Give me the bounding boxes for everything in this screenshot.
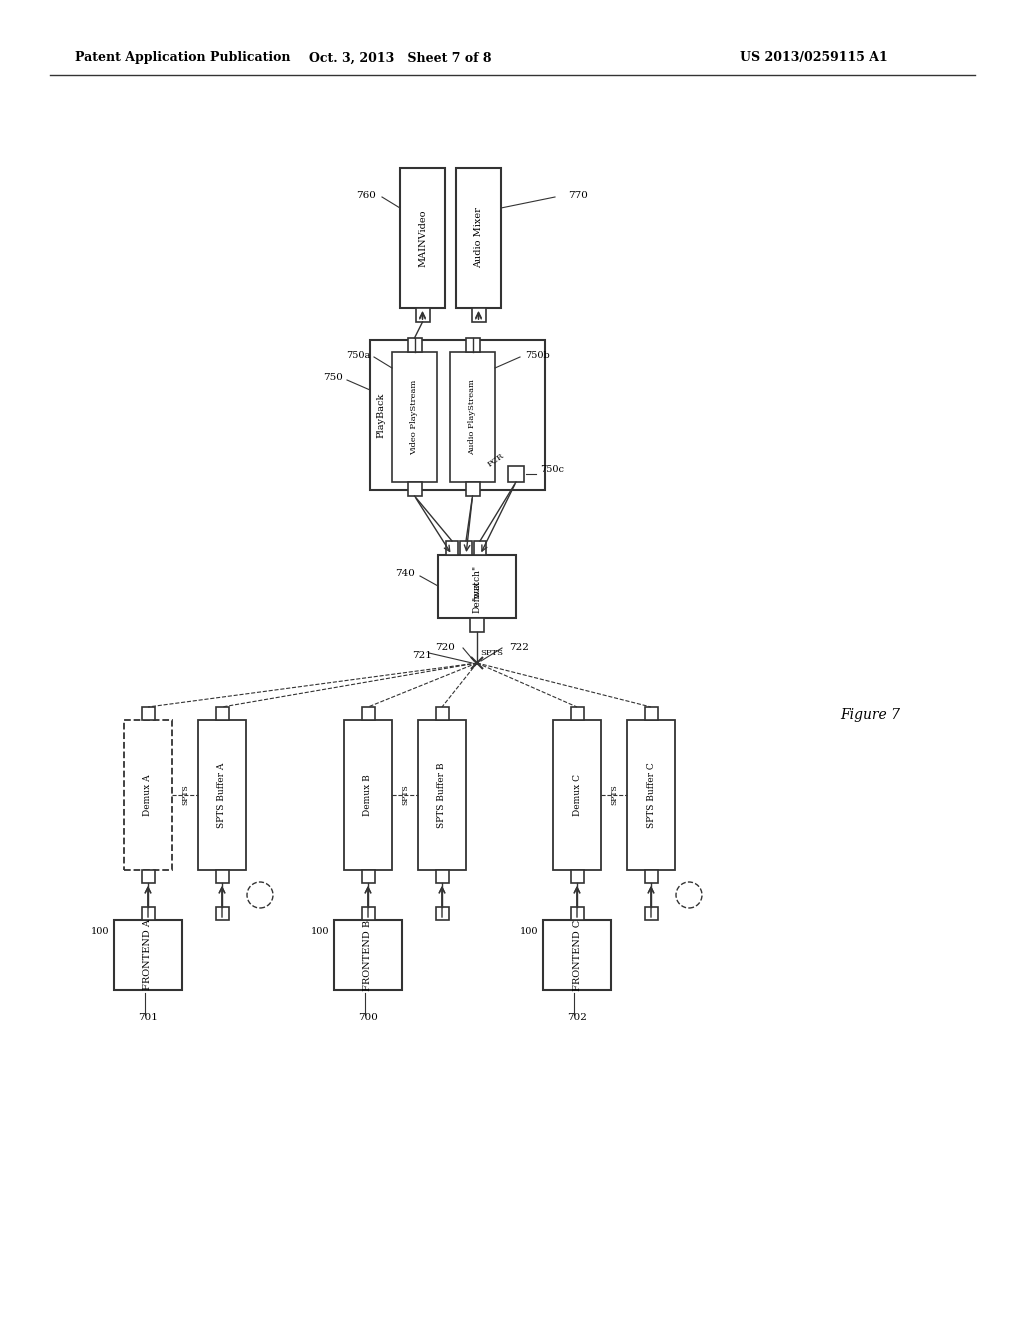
Text: SPTS: SPTS [181, 784, 189, 805]
Bar [570, 870, 584, 883]
Text: Demux A: Demux A [143, 775, 153, 816]
Text: SPTS Buffer B: SPTS Buffer B [437, 762, 446, 828]
Text: "watch": "watch" [472, 565, 481, 601]
Text: Patent Application Publication: Patent Application Publication [75, 51, 291, 65]
Text: Demux C: Demux C [572, 774, 582, 816]
Bar [543, 920, 611, 990]
Bar [644, 708, 657, 719]
Text: PlayBack: PlayBack [377, 392, 385, 438]
Bar [508, 466, 524, 482]
Bar [460, 541, 472, 554]
Text: Audio Mixer: Audio Mixer [474, 207, 483, 268]
Text: 760: 760 [356, 190, 376, 199]
Bar [553, 719, 601, 870]
Text: SPTS: SPTS [480, 649, 503, 657]
Bar [408, 482, 422, 496]
Bar [408, 338, 422, 352]
Text: 100: 100 [310, 928, 329, 936]
Bar [198, 719, 246, 870]
Text: SPTS: SPTS [610, 784, 618, 805]
Bar [644, 907, 657, 920]
Text: SPTS Buffer C: SPTS Buffer C [646, 762, 655, 828]
Bar [418, 719, 466, 870]
Bar [141, 907, 155, 920]
Bar [466, 338, 479, 352]
Bar [141, 708, 155, 719]
Text: US 2013/0259115 A1: US 2013/0259115 A1 [740, 51, 888, 65]
Bar [215, 907, 228, 920]
Text: Video PlayStream: Video PlayStream [411, 379, 419, 454]
Text: Audio PlayStream: Audio PlayStream [469, 379, 476, 455]
Text: SPTS: SPTS [401, 784, 409, 805]
Text: 701: 701 [138, 1014, 158, 1023]
Text: Demux: Demux [472, 581, 481, 612]
Text: 770: 770 [568, 190, 588, 199]
Text: Oct. 3, 2013   Sheet 7 of 8: Oct. 3, 2013 Sheet 7 of 8 [309, 51, 492, 65]
Text: 750: 750 [324, 374, 343, 383]
Bar [438, 554, 516, 618]
Bar [344, 719, 392, 870]
Bar [435, 708, 449, 719]
Bar [370, 341, 545, 490]
Bar [435, 907, 449, 920]
Text: PCR: PCR [486, 451, 506, 469]
Bar [471, 308, 485, 322]
Bar [114, 920, 182, 990]
Text: FRONTEND B: FRONTEND B [364, 920, 373, 990]
Bar [334, 920, 402, 990]
Bar [570, 708, 584, 719]
Text: Figure 7: Figure 7 [840, 708, 900, 722]
Text: FRONTEND A: FRONTEND A [143, 920, 153, 990]
Text: 702: 702 [567, 1014, 587, 1023]
Bar [215, 870, 228, 883]
Bar [215, 708, 228, 719]
Bar [570, 907, 584, 920]
Text: 100: 100 [90, 928, 109, 936]
Bar [392, 352, 437, 482]
Bar [361, 708, 375, 719]
Text: MAINVideo: MAINVideo [418, 210, 427, 267]
Bar [450, 352, 495, 482]
Bar [400, 168, 445, 308]
Bar [361, 870, 375, 883]
Bar [474, 541, 486, 554]
Text: 700: 700 [358, 1014, 378, 1023]
Text: Demux B: Demux B [364, 774, 373, 816]
Bar [470, 618, 484, 632]
Text: 720: 720 [435, 644, 455, 652]
Text: 750a: 750a [346, 351, 370, 359]
Bar [456, 168, 501, 308]
Text: 740: 740 [395, 569, 415, 578]
Bar [141, 870, 155, 883]
Text: 750b: 750b [525, 351, 550, 359]
Bar [124, 719, 172, 870]
Bar [446, 541, 458, 554]
Bar [644, 870, 657, 883]
Bar [361, 907, 375, 920]
Text: 721: 721 [412, 651, 432, 660]
Text: 100: 100 [519, 928, 538, 936]
Text: SPTS Buffer A: SPTS Buffer A [217, 763, 226, 828]
Text: 722: 722 [509, 644, 528, 652]
Bar [627, 719, 675, 870]
Bar [435, 870, 449, 883]
Bar [416, 308, 429, 322]
Text: FRONTEND C: FRONTEND C [572, 919, 582, 990]
Bar [466, 482, 479, 496]
Text: 750c: 750c [540, 466, 564, 474]
